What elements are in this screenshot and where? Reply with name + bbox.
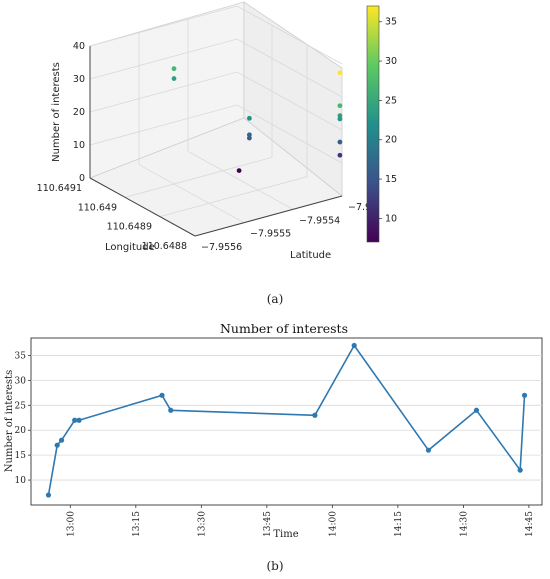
caption-b: (b) (266, 559, 283, 573)
z-tick-label: 30 (73, 74, 85, 85)
scatter-point (246, 115, 252, 121)
y-tick-label: 30 (15, 376, 27, 386)
longitude-tick-labels: 110.6488 110.6489 110.649 110.6491 (37, 183, 187, 252)
series-point (473, 407, 480, 413)
x-axis-label: Time (273, 529, 298, 540)
longitude-gridline (159, 44, 308, 218)
scatter-point (246, 132, 252, 138)
longitude-tick-label: 110.6488 (142, 241, 187, 252)
z-tick-label: 20 (73, 107, 85, 118)
colorbar-tick-labels: 10 15 20 25 30 35 (379, 17, 397, 224)
latitude-tick-label: −7.9554 (299, 215, 340, 226)
x-tick-label: 13:30 (197, 511, 207, 537)
y-tick-label: 35 (15, 351, 27, 361)
caption-a: (a) (267, 292, 284, 306)
colorbar-tick-label: 10 (385, 213, 397, 224)
x-tick-label: 13:45 (263, 511, 273, 537)
pane-grid (89, 5, 343, 224)
latitude-gridline (187, 19, 294, 210)
series-point (45, 492, 52, 498)
y-tick-label: 15 (15, 451, 27, 461)
colorbar-tick-label: 15 (385, 174, 397, 185)
latitude-tick-label: −7.95 (348, 202, 377, 213)
series-point (159, 392, 165, 398)
scatter-point (337, 103, 343, 109)
latitude-axis-label: Latitude (290, 250, 331, 261)
plot-area (30, 337, 543, 506)
z-tick-labels: 0 10 20 30 40 (73, 41, 85, 184)
scatter-point (246, 135, 252, 141)
y-gridlines (31, 355, 542, 481)
scatter-point (171, 76, 177, 81)
latitude-tick-label: −7.9556 (201, 242, 242, 253)
series-point (54, 442, 60, 448)
latitude-tick-label: −7.9555 (250, 229, 291, 240)
latitude-tick-labels: −7.9556 −7.9555 −7.9554 −7.95 (201, 202, 377, 253)
colorbar (366, 5, 380, 243)
series-point (76, 417, 82, 423)
x-tick-label: 14:45 (525, 511, 535, 537)
series-point (168, 407, 174, 413)
colorbar-tick-label: 30 (385, 56, 397, 67)
scatter-point (337, 113, 343, 119)
scatter-point (337, 152, 343, 158)
longitude-tick-label: 110.649 (78, 202, 117, 213)
scatter-points (171, 66, 343, 174)
y-tick-label: 20 (15, 426, 27, 436)
colorbar-tick-label: 35 (385, 17, 397, 28)
y-tick-label: 10 (15, 476, 27, 486)
scatter-point (171, 66, 177, 72)
x-tick-label: 14:30 (459, 511, 469, 537)
chart-title: Number of interests (220, 321, 348, 336)
z-tick-label: 0 (79, 173, 85, 184)
series-point (425, 447, 432, 453)
longitude-tick-label: 110.6489 (107, 222, 152, 233)
y-tick-labels: 10 15 20 25 30 35 (15, 351, 31, 486)
series-point (517, 467, 523, 473)
longitude-axis-label: Longitude (105, 242, 155, 253)
x-tick-label: 14:15 (394, 511, 404, 537)
colorbar-tick-label: 25 (385, 95, 397, 106)
series-points (45, 342, 528, 498)
x-tick-labels: 13:00 13:15 13:30 13:45 14:00 14:15 14:30 14:45 (66, 505, 535, 537)
scatter-point (236, 168, 242, 174)
x-tick-label: 13:15 (132, 511, 142, 537)
series-point (351, 342, 357, 349)
x-tick-label: 14:00 (328, 511, 338, 537)
series-point (312, 412, 318, 418)
z-tick-label: 40 (73, 41, 85, 52)
latitude-axis-line (194, 195, 343, 237)
longitude-axis-line (89, 177, 196, 237)
x-tick-label: 13:00 (66, 511, 76, 537)
scatter-point (337, 116, 343, 122)
series-point (521, 392, 528, 398)
scatter3d-chart: 0 10 20 30 40 110.6488 110.6489 110.649 110.649… (37, 1, 397, 261)
scatter-point (337, 70, 343, 76)
scatter-point (337, 139, 343, 145)
series-point (58, 437, 65, 443)
z-tick-label: 10 (73, 140, 85, 151)
colorbar-tick-label: 20 (385, 135, 397, 146)
longitude-tick-label: 110.6491 (37, 183, 82, 194)
longitude-gridline (124, 25, 273, 198)
y-axis-label: Number of interests (4, 370, 15, 472)
y-tick-label: 25 (15, 401, 27, 411)
z-axis-label: Number of interests (51, 62, 62, 162)
series-point (72, 417, 78, 423)
